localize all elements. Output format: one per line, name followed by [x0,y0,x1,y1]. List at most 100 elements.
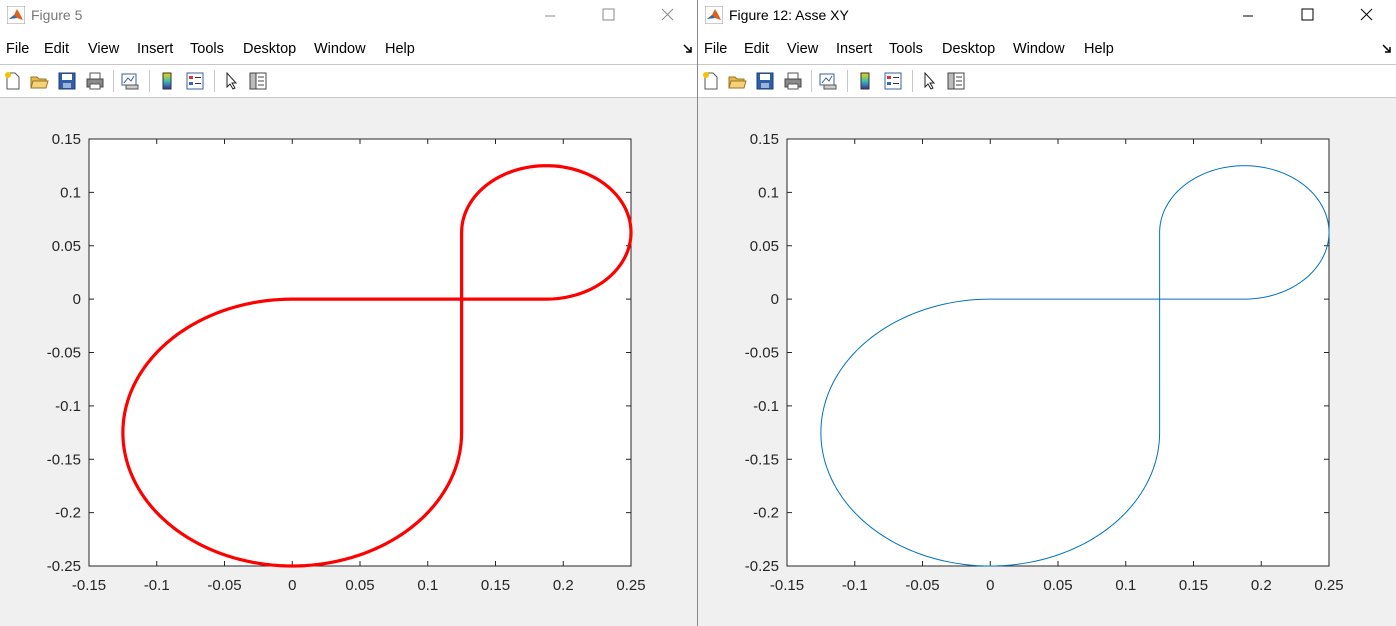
menu-view[interactable]: View [88,41,120,57]
link-plot-icon[interactable] [818,71,838,91]
insert-colorbar-icon[interactable] [157,71,177,91]
x-tick-label: 0.25 [616,577,645,594]
menu-insert[interactable]: Insert [836,41,873,57]
menu-bar: File Edit View Insert Tools Desktop Wind… [0,32,697,65]
menu-insert[interactable]: Insert [137,41,174,57]
x-tick-label: -0.05 [905,577,939,594]
menu-tools[interactable]: Tools [889,41,923,57]
x-tick-label: -0.15 [770,577,804,594]
x-tick-label: 0.05 [345,577,374,594]
close-button[interactable] [1343,0,1389,32]
y-tick-label: -0.2 [55,505,81,522]
menu-edit[interactable]: Edit [44,41,69,57]
x-tick-label: -0.15 [72,577,106,594]
minimize-button[interactable] [527,0,573,32]
toolbar-separator [847,70,848,92]
menu-window[interactable]: Window [314,41,366,57]
menu-tools[interactable]: Tools [190,41,224,57]
toolbar-separator [113,70,114,92]
title-bar[interactable]: Figure 12: Asse XY [698,0,1396,32]
y-tick-label: 0.15 [750,131,779,148]
print-icon[interactable] [85,71,105,91]
edit-plot-arrow-icon[interactable] [920,71,940,91]
link-plot-icon[interactable] [120,71,140,91]
y-tick-label: 0.15 [52,131,81,148]
x-tick-label: 0.15 [1179,577,1208,594]
y-tick-label: 0.05 [52,238,81,255]
y-tick-label: -0.25 [47,558,81,575]
menu-desktop[interactable]: Desktop [942,41,996,57]
y-tick-label: 0 [73,291,81,308]
maximize-button[interactable] [585,0,631,32]
y-tick-label: -0.05 [745,345,779,362]
x-tick-label: 0.05 [1043,577,1072,594]
menu-desktop[interactable]: Desktop [243,41,297,57]
x-tick-label: -0.05 [207,577,241,594]
menu-file[interactable]: File [704,41,728,57]
menu-file[interactable]: File [6,41,30,57]
open-file-icon[interactable] [727,71,747,91]
y-tick-label: 0 [771,291,779,308]
title-bar[interactable]: Figure 5 [0,0,697,32]
series-line[interactable] [121,164,633,568]
property-inspector-icon[interactable] [946,71,966,91]
open-file-icon[interactable] [29,71,49,91]
axes-box[interactable] [88,138,632,567]
menu-help[interactable]: Help [385,41,415,57]
toolbar [0,65,697,98]
matlab-logo-icon [7,6,25,24]
x-tick-label: 0.25 [1314,577,1343,594]
toolbar-separator [912,70,913,92]
menu-window[interactable]: Window [1013,41,1065,57]
y-tick-label: -0.15 [745,451,779,468]
toolbar [698,65,1396,98]
new-figure-icon[interactable] [3,71,23,91]
y-tick-label: 0.1 [758,184,779,201]
figure-window-2: Figure 12: Asse XY File Edit View Insert… [698,0,1396,626]
figure-window-1: Figure 5 File Edit View Insert Tools Des… [0,0,698,626]
matlab-logo-icon [705,6,723,24]
axes-box[interactable] [786,138,1330,567]
toolbar-separator [811,70,812,92]
toolbar-separator [214,70,215,92]
x-tick-label: 0 [986,577,994,594]
plot-area[interactable]: -0.15 -0.1 -0.05 0 0.05 0.1 0.15 0.2 0.25 0.15 0.1… [0,98,697,626]
toolbar-separator [149,70,150,92]
menu-edit[interactable]: Edit [744,41,769,57]
minimize-button[interactable] [1225,0,1271,32]
print-icon[interactable] [783,71,803,91]
maximize-button[interactable] [1284,0,1330,32]
y-tick-label: -0.15 [47,451,81,468]
y-tick-label: -0.25 [745,558,779,575]
x-tick-label: 0.15 [481,577,510,594]
menu-view[interactable]: View [787,41,819,57]
edit-plot-arrow-icon[interactable] [222,71,242,91]
save-icon[interactable] [755,71,775,91]
x-tick-label: 0.1 [417,577,438,594]
property-inspector-icon[interactable] [248,71,268,91]
x-tick-label: -0.1 [842,577,868,594]
dock-figure-icon[interactable] [683,44,693,54]
menu-help[interactable]: Help [1084,41,1114,57]
new-figure-icon[interactable] [701,71,721,91]
y-tick-label: 0.1 [60,184,81,201]
plot-area[interactable]: -0.15 -0.1 -0.05 0 0.05 0.1 0.15 0.2 0.25 0.15 0.1… [698,98,1396,626]
x-tick-label: 0.2 [1251,577,1272,594]
series-line[interactable] [820,165,1330,567]
x-tick-label: 0.1 [1115,577,1136,594]
insert-legend-icon[interactable] [185,71,205,91]
window-title: Figure 12: Asse XY [729,7,849,23]
x-tick-label: 0.2 [553,577,574,594]
menu-bar: File Edit View Insert Tools Desktop Wind… [698,32,1396,65]
dock-figure-icon[interactable] [1382,44,1392,54]
close-button[interactable] [644,0,690,32]
insert-legend-icon[interactable] [883,71,903,91]
save-icon[interactable] [57,71,77,91]
x-tick-label: -0.1 [144,577,170,594]
y-tick-label: 0.05 [750,238,779,255]
y-tick-label: -0.1 [55,398,81,415]
insert-colorbar-icon[interactable] [855,71,875,91]
y-tick-label: -0.05 [47,345,81,362]
window-title: Figure 5 [31,7,83,23]
y-tick-label: -0.1 [753,398,779,415]
